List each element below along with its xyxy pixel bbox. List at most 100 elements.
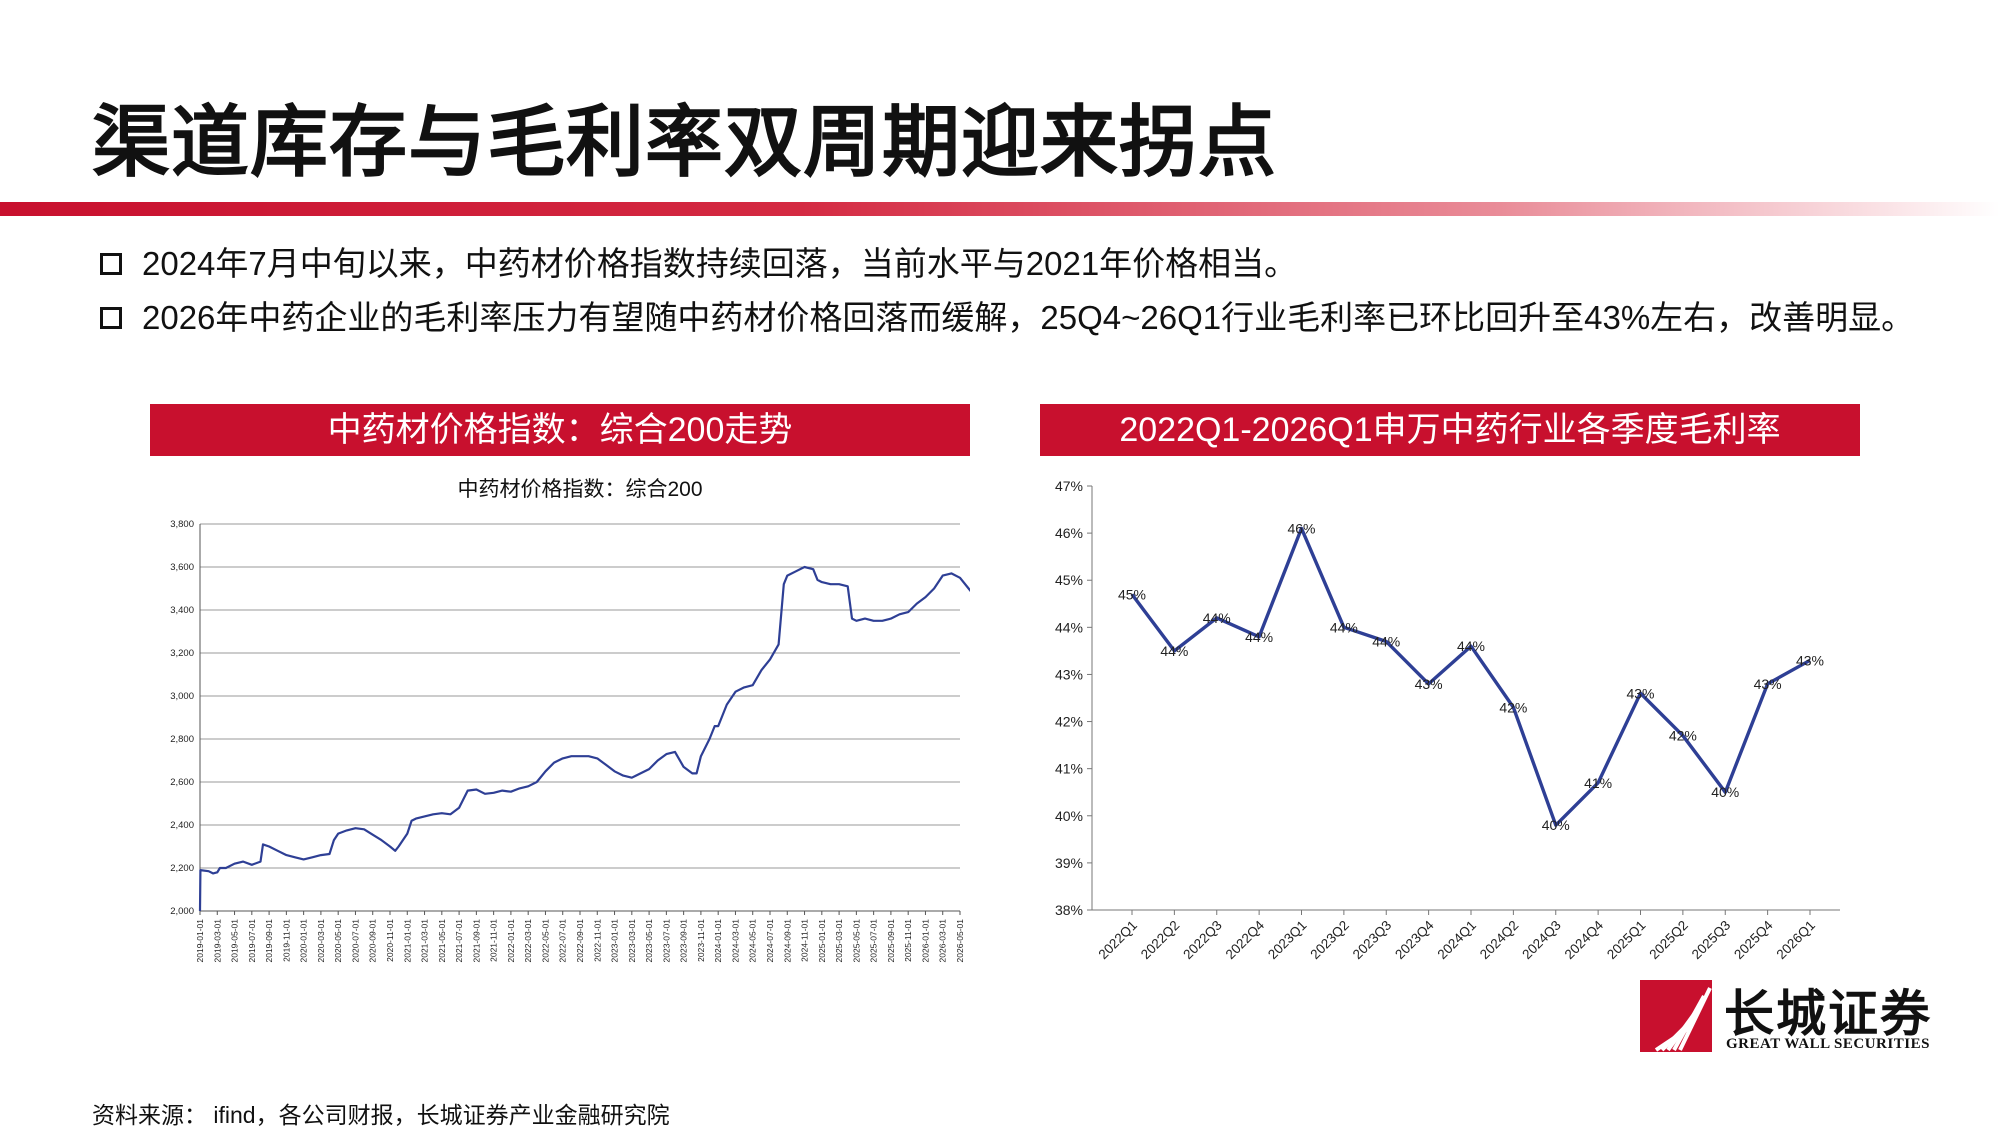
data-label: 44% — [1160, 643, 1188, 659]
y-tick-label: 2,800 — [170, 734, 194, 745]
x-tick-label: 2019-05-01 — [230, 919, 240, 963]
data-label: 41% — [1584, 775, 1612, 791]
x-tick-label: 2025-09-01 — [886, 919, 896, 963]
x-tick-label: 2021-03-01 — [420, 919, 430, 963]
logo-chinese-name: 长城证券 — [1724, 985, 1932, 1043]
x-tick-label: 2024-09-01 — [782, 919, 792, 963]
y-tick-label: 44% — [1055, 619, 1083, 635]
x-tick-label: 2021-11-01 — [489, 919, 499, 962]
y-tick-label: 3,000 — [170, 691, 194, 702]
gross-margin-chart: 38%39%40%41%42%43%44%45%46%47%2022Q12022… — [1055, 478, 1840, 963]
x-tick-label: 2019-11-01 — [281, 919, 291, 962]
data-label: 44% — [1203, 610, 1231, 626]
x-tick-label: 2023-07-01 — [661, 919, 671, 963]
x-tick-label: 2026-03-01 — [938, 919, 948, 963]
data-label: 45% — [1118, 586, 1146, 602]
y-tick-label: 46% — [1055, 525, 1083, 541]
y-tick-label: 41% — [1055, 761, 1083, 777]
x-tick-label: 2019-03-01 — [212, 919, 222, 963]
x-tick-label: 2023-11-01 — [696, 919, 706, 962]
x-tick-label: 2020-01-01 — [299, 919, 309, 963]
source-note: 资料来源： ifind，各公司财报，长城证券产业金融研究院 — [92, 1102, 670, 1128]
x-tick-label: 2025Q3 — [1689, 918, 1734, 963]
x-tick-label: 2022-03-01 — [523, 919, 533, 963]
x-tick-label: 2021-05-01 — [437, 919, 447, 963]
title-divider — [0, 202, 2000, 216]
data-label: 40% — [1711, 784, 1739, 800]
y-tick-label: 40% — [1055, 808, 1083, 824]
left-panel-header: 中药材价格指数：综合200走势 — [150, 404, 970, 456]
x-tick-label: 2023Q4 — [1392, 917, 1437, 962]
x-tick-label: 2024Q4 — [1562, 917, 1607, 962]
data-label: 43% — [1626, 685, 1654, 701]
data-label: 43% — [1754, 676, 1782, 692]
data-label: 40% — [1542, 817, 1570, 833]
x-tick-label: 2024-03-01 — [730, 919, 740, 963]
logo-english-name: GREAT WALL SECURITIES — [1726, 1036, 1930, 1052]
x-tick-label: 2025-11-01 — [903, 919, 913, 962]
x-tick-label: 2022Q2 — [1138, 918, 1183, 963]
x-tick-label: 2026-05-01 — [955, 919, 965, 963]
y-tick-label: 47% — [1055, 478, 1083, 494]
gross-margin-line — [1130, 526, 1811, 827]
data-label: 46% — [1287, 520, 1315, 536]
x-tick-label: 2022-05-01 — [540, 919, 550, 963]
x-tick-label: 2019-01-01 — [195, 919, 205, 963]
x-tick-label: 2023-05-01 — [644, 919, 654, 963]
data-label: 44% — [1372, 633, 1400, 649]
y-tick-label: 3,800 — [170, 519, 194, 530]
x-tick-label: 2020-09-01 — [368, 919, 378, 963]
y-tick-label: 39% — [1055, 855, 1083, 871]
x-tick-label: 2024-05-01 — [748, 919, 758, 963]
x-tick-label: 2023Q2 — [1307, 918, 1352, 963]
y-tick-label: 2,400 — [170, 820, 194, 831]
x-tick-label: 2022Q1 — [1096, 918, 1141, 963]
x-tick-label: 2026Q1 — [1774, 918, 1819, 963]
y-tick-label: 38% — [1055, 902, 1083, 918]
x-tick-label: 2020-03-01 — [316, 919, 326, 963]
x-tick-label: 2024Q2 — [1477, 918, 1522, 963]
x-tick-label: 2020-11-01 — [385, 919, 395, 962]
x-tick-label: 2022-07-01 — [558, 919, 568, 963]
x-tick-label: 2022-09-01 — [575, 919, 585, 963]
company-logo: 长城证券 GREAT WALL SECURITIES — [1640, 980, 1940, 1052]
y-tick-label: 2,000 — [170, 906, 194, 917]
x-tick-label: 2024Q1 — [1435, 918, 1480, 963]
bullet-text-1: 2024年7月中旬以来，中药材价格指数持续回落，当前水平与2021年价格相当。 — [142, 245, 1298, 282]
data-label: 44% — [1245, 629, 1273, 645]
y-tick-label: 3,600 — [170, 562, 194, 573]
x-tick-label: 2022-11-01 — [592, 919, 602, 962]
y-tick-label: 45% — [1055, 572, 1083, 588]
x-tick-label: 2025-03-01 — [834, 919, 844, 963]
x-tick-label: 2025Q2 — [1646, 918, 1691, 963]
y-tick-label: 3,200 — [170, 648, 194, 659]
great-wall-logo-icon — [1640, 980, 1712, 1052]
x-tick-label: 2019-07-01 — [247, 919, 257, 963]
x-tick-label: 2025Q1 — [1604, 918, 1649, 963]
x-tick-label: 2022Q3 — [1180, 918, 1225, 963]
chart-title: 中药材价格指数：综合200 — [457, 478, 702, 501]
data-label: 42% — [1499, 699, 1527, 715]
x-tick-label: 2025Q4 — [1731, 917, 1776, 962]
x-tick-label: 2023-01-01 — [610, 919, 620, 963]
x-tick-label: 2025-07-01 — [869, 919, 879, 963]
x-tick-label: 2025-05-01 — [851, 919, 861, 963]
x-tick-label: 2024-07-01 — [765, 919, 775, 963]
y-tick-label: 3,400 — [170, 605, 194, 616]
bullet-item-2: 2026年中药企业的毛利率压力有望随中药材价格回落而缓解，25Q4~26Q1行业… — [98, 292, 1928, 344]
bullet-list: 2024年7月中旬以来，中药材价格指数持续回落，当前水平与2021年价格相当。 … — [98, 238, 1928, 346]
x-tick-label: 2024-01-01 — [713, 919, 723, 963]
x-tick-label: 2020-07-01 — [350, 919, 360, 963]
data-label: 42% — [1669, 728, 1697, 744]
x-tick-label: 2024-11-01 — [800, 919, 810, 962]
data-label: 43% — [1796, 652, 1824, 668]
price-index-line — [198, 565, 970, 912]
square-bullet-icon — [100, 253, 122, 275]
bullet-text-2: 2026年中药企业的毛利率压力有望随中药材价格回落而缓解，25Q4~26Q1行业… — [142, 299, 1915, 336]
data-label: 44% — [1457, 638, 1485, 654]
data-label: 44% — [1330, 619, 1358, 635]
y-tick-label: 42% — [1055, 714, 1083, 730]
x-tick-label: 2025-01-01 — [817, 919, 827, 963]
x-tick-label: 2022Q4 — [1223, 917, 1268, 962]
x-tick-label: 2021-07-01 — [454, 919, 464, 963]
